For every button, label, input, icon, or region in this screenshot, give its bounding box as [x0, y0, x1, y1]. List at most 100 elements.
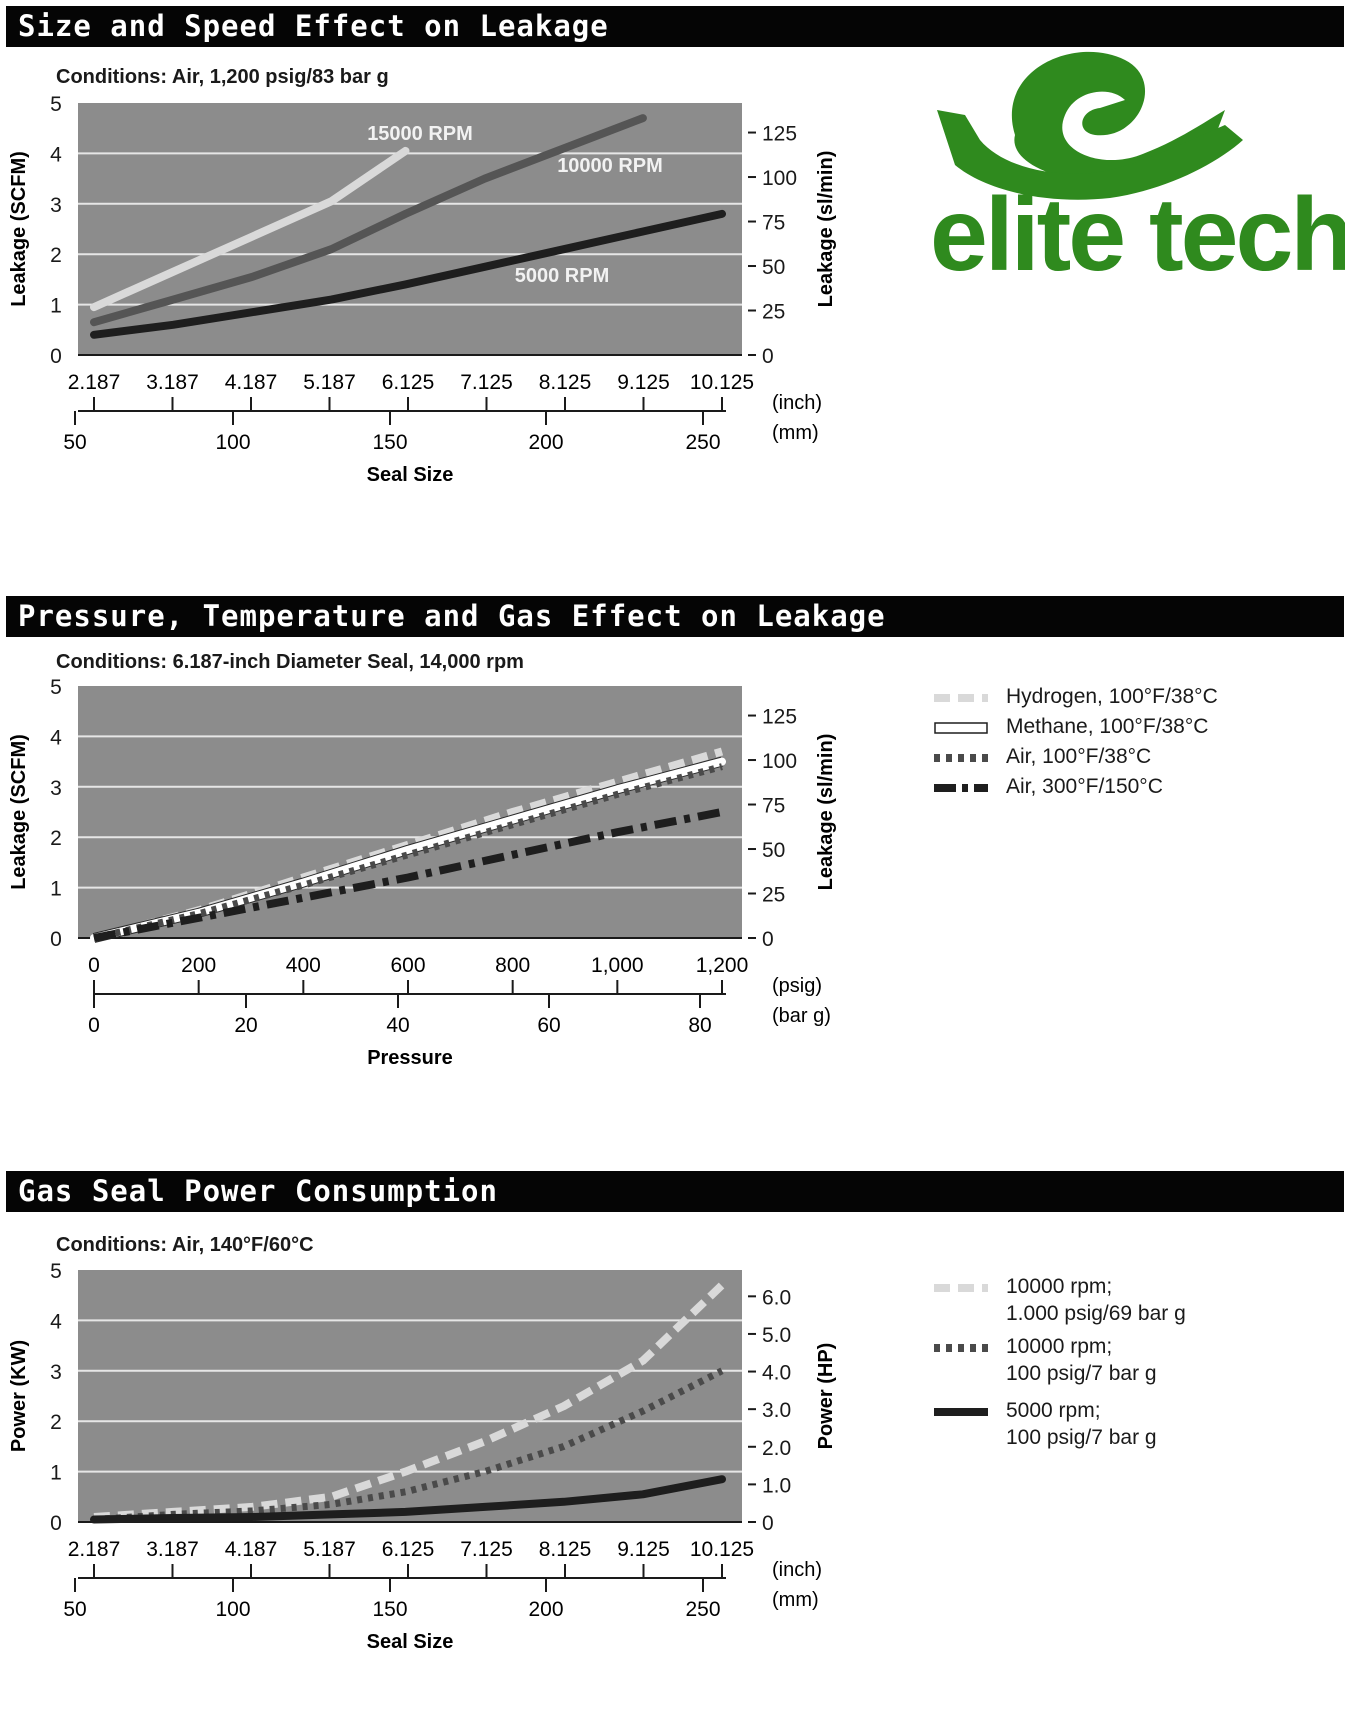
top-x-tick-label: 8.125	[539, 371, 592, 394]
top-x-unit: (inch)	[772, 392, 822, 414]
right-axis-title: Power (HP)	[815, 1343, 837, 1450]
right-tick-label: 1.0	[762, 1474, 791, 1497]
series-line	[93, 763, 723, 942]
top-x-tick-label: 3.187	[146, 371, 199, 394]
chart-conditions: Conditions: Air, 140°F/60°C	[56, 1234, 314, 1256]
right-tick-label: 5.0	[762, 1324, 791, 1347]
legend-label: 100 psig/7 bar g	[1006, 1426, 1157, 1449]
bottom-x-tick-label: 200	[528, 1598, 563, 1621]
top-x-tick-label: 9.125	[617, 1538, 670, 1561]
series-line	[90, 1475, 726, 1524]
right-axis-title: Leakage (sl/min)	[815, 151, 837, 308]
left-tick-label: 0	[50, 928, 62, 951]
legend-swatch-10000-1000	[934, 1284, 988, 1292]
bottom-x-tick-label: 20	[234, 1014, 257, 1037]
left-tick-label: 3	[50, 1361, 62, 1384]
right-tick-label: 6.0	[762, 1286, 791, 1309]
right-tick-label: 0	[762, 928, 774, 951]
top-x-tick-label: 4.187	[225, 371, 278, 394]
legend-swatch-methane	[934, 722, 988, 734]
top-x-tick-label: 6.125	[382, 371, 435, 394]
left-tick-label: 0	[50, 345, 62, 368]
bottom-x-tick-label: 100	[215, 1598, 250, 1621]
top-x-tick-label: 0	[88, 954, 100, 977]
left-tick-label: 2	[50, 244, 62, 267]
left-tick-label: 5	[50, 95, 62, 116]
left-tick-label: 1	[50, 1462, 62, 1485]
section-title-bar: Gas Seal Power Consumption	[6, 1171, 1344, 1212]
right-tick-label: 125	[762, 123, 797, 146]
series-line	[93, 808, 723, 942]
bottom-x-tick-label: 150	[372, 431, 407, 454]
right-tick-label: 25	[762, 884, 785, 907]
left-axis-title: Leakage (SCFM)	[8, 151, 30, 307]
right-tick-label: 3.0	[762, 1399, 791, 1422]
x-axis-title: Seal Size	[367, 464, 454, 486]
top-x-unit: (inch)	[772, 1559, 822, 1581]
series-line	[90, 757, 726, 942]
top-x-tick-label: 4.187	[225, 1538, 278, 1561]
legend-label: 5000 rpm;	[1006, 1399, 1101, 1422]
bottom-x-tick-label: 100	[215, 431, 250, 454]
top-x-tick-label: 800	[495, 954, 530, 977]
left-tick-label: 5	[50, 678, 62, 699]
right-tick-label: 0	[762, 345, 774, 368]
top-x-tick-label: 200	[181, 954, 216, 977]
legend-label: Hydrogen, 100°F/38°C	[1006, 685, 1218, 708]
top-x-tick-label: 7.125	[460, 371, 513, 394]
top-x-tick-label: 1,000	[591, 954, 644, 977]
right-tick-label: 75	[762, 795, 785, 818]
bottom-x-tick-label: 0	[88, 1014, 100, 1037]
top-x-tick-label: 1,200	[696, 954, 749, 977]
series-line	[90, 114, 647, 327]
section-title: Pressure, Temperature and Gas Effect on …	[18, 599, 886, 633]
right-tick-label: 0	[762, 1512, 774, 1535]
left-tick-label: 1	[50, 295, 62, 318]
left-tick-label: 4	[50, 143, 62, 166]
left-tick-label: 3	[50, 194, 62, 217]
bottom-x-tick-label: 40	[386, 1014, 409, 1037]
legend-label: 100 psig/7 bar g	[1006, 1362, 1157, 1385]
section-title-bar: Size and Speed Effect on Leakage	[6, 6, 1344, 47]
top-x-tick-label: 7.125	[460, 1538, 513, 1561]
top-x-tick-label: 10.125	[690, 1538, 754, 1561]
bottom-x-tick-label: 150	[372, 1598, 407, 1621]
series-label: 5000 RPM	[515, 265, 610, 287]
x-axis-title: Pressure	[367, 1047, 453, 1069]
logo-ribbon	[937, 110, 1243, 200]
legend-swatch-hydrogen	[934, 694, 988, 702]
bottom-x-tick-label: 250	[685, 431, 720, 454]
series-line	[90, 146, 410, 312]
chart-conditions: Conditions: 6.187-inch Diameter Seal, 14…	[56, 651, 524, 673]
top-x-tick-label: 10.125	[690, 371, 754, 394]
bottom-x-unit: (bar g)	[772, 1005, 831, 1027]
section-title: Gas Seal Power Consumption	[18, 1174, 498, 1208]
legend-label: 10000 rpm;	[1006, 1275, 1113, 1298]
left-axis-title: Leakage (SCFM)	[8, 734, 30, 890]
plot-area	[78, 686, 742, 938]
series-line	[90, 209, 726, 339]
top-x-tick-label: 2.187	[68, 371, 121, 394]
top-x-tick-label: 400	[286, 954, 321, 977]
right-tick-label: 50	[762, 256, 785, 279]
bottom-x-tick-label: 50	[63, 1598, 86, 1621]
x-axis-title: Seal Size	[367, 1631, 454, 1653]
right-tick-label: 50	[762, 839, 785, 862]
top-x-tick-label: 600	[390, 954, 425, 977]
left-axis-title: Power (KW)	[8, 1340, 30, 1452]
right-tick-label: 100	[762, 167, 797, 190]
elite-tech-logo: elite tech	[930, 51, 1345, 290]
left-tick-label: 4	[50, 726, 62, 749]
plot-area	[78, 1270, 742, 1522]
bottom-x-unit: (mm)	[772, 422, 819, 444]
bottom-x-unit: (mm)	[772, 1589, 819, 1611]
legend-swatch-air-100	[934, 754, 988, 762]
right-axis-title: Leakage (sl/min)	[815, 734, 837, 891]
top-x-tick-label: 5.187	[303, 371, 356, 394]
legend-label: Air, 100°F/38°C	[1006, 745, 1152, 768]
bottom-x-tick-label: 250	[685, 1598, 720, 1621]
left-tick-label: 5	[50, 1262, 62, 1283]
legend-label: 1.000 psig/69 bar g	[1006, 1302, 1186, 1325]
